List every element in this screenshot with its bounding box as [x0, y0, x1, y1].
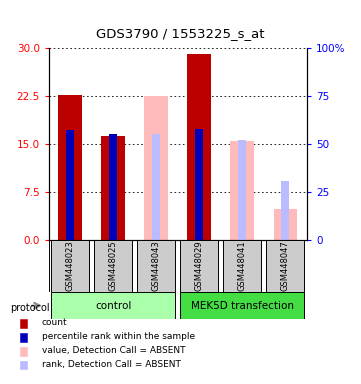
Text: GSM448029: GSM448029: [195, 241, 204, 291]
Text: value, Detection Call = ABSENT: value, Detection Call = ABSENT: [42, 346, 185, 355]
Text: GSM448043: GSM448043: [152, 240, 161, 291]
Bar: [51, 292, 175, 319]
Bar: [223, 240, 261, 292]
Text: GSM448047: GSM448047: [281, 240, 290, 291]
Text: protocol: protocol: [10, 303, 50, 313]
Bar: [94, 240, 132, 292]
Bar: [152, 134, 160, 240]
Text: GDS3790 / 1553225_s_at: GDS3790 / 1553225_s_at: [96, 27, 265, 40]
Text: GSM448025: GSM448025: [109, 241, 118, 291]
Bar: [282, 181, 289, 240]
Text: control: control: [95, 301, 131, 311]
Bar: [266, 240, 304, 292]
Bar: [239, 139, 246, 240]
Bar: [230, 141, 254, 240]
Bar: [58, 95, 82, 240]
Bar: [195, 129, 203, 240]
Bar: [180, 292, 304, 319]
Bar: [66, 130, 74, 240]
Text: GSM448023: GSM448023: [66, 240, 75, 291]
Text: MEK5D transfection: MEK5D transfection: [191, 301, 294, 311]
Bar: [144, 96, 168, 240]
Bar: [101, 136, 125, 240]
Text: percentile rank within the sample: percentile rank within the sample: [42, 332, 195, 341]
Bar: [274, 209, 297, 240]
Bar: [137, 240, 175, 292]
Bar: [109, 134, 117, 240]
Bar: [51, 240, 89, 292]
Bar: [187, 55, 211, 240]
Bar: [180, 240, 218, 292]
Text: rank, Detection Call = ABSENT: rank, Detection Call = ABSENT: [42, 359, 180, 369]
Text: GSM448041: GSM448041: [238, 241, 247, 291]
Text: count: count: [42, 318, 67, 327]
